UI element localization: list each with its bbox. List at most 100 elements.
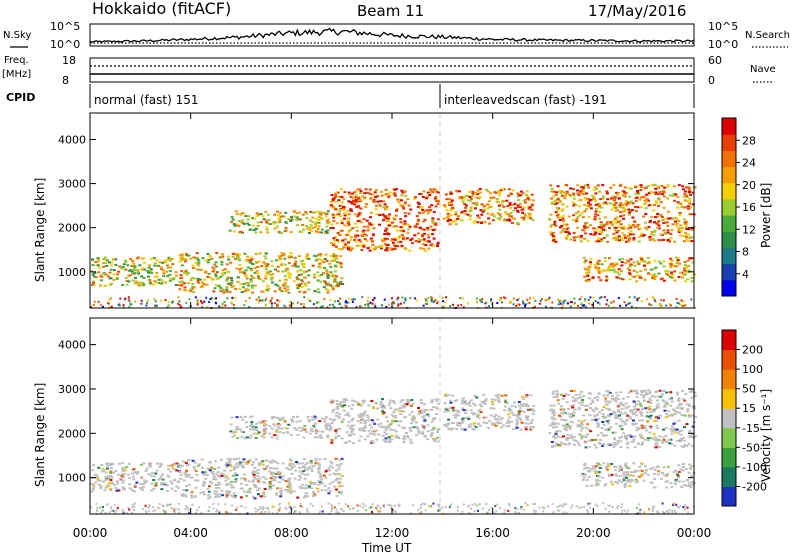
power-echo-field: [90, 183, 697, 310]
velocity-ytick-label: 2000: [58, 427, 86, 440]
power-colorbar-tick: 16: [742, 201, 756, 214]
xtick-label: 12:00: [375, 526, 410, 540]
beam-title: Beam 11: [357, 2, 424, 20]
noise-trace: [89, 27, 695, 44]
power-colorbar-tick: 4: [742, 268, 749, 281]
velocity-ytick-label: 4000: [58, 339, 86, 352]
velocity-near-range-echoes: [90, 502, 695, 516]
power-colorbar-swatch: [722, 182, 736, 200]
xtick-label: 16:00: [475, 526, 510, 540]
power-echo-band: [548, 183, 697, 243]
power-panel: 1000 2000 3000 4000 Slant Range [km]: [33, 112, 697, 310]
power-colorbar-swatch: [722, 166, 736, 184]
velocity-panel: 1000 2000 3000 4000 00:00 04:00 08:00 12:00 16:…: [33, 113, 711, 554]
power-colorbar-swatch: [722, 247, 736, 265]
nave-tick-bottom: 0: [708, 74, 715, 87]
noise-axis-bottom-left: 10^0: [50, 38, 80, 51]
nave-label: Nave: [750, 64, 776, 75]
cpid-strip: CPID normal (fast) 151 interleavedscan (…: [6, 84, 695, 108]
velocity-colorbar-tick: -200: [742, 480, 767, 493]
velocity-colorbar-swatch: [722, 349, 736, 370]
xtick-label: 20:00: [576, 526, 611, 540]
velocity-colorbar-swatch: [722, 388, 736, 409]
velocity-colorbar-swatch: [722, 330, 736, 351]
date-title: 17/May/2016: [588, 2, 686, 20]
power-colorbar-swatch: [722, 279, 736, 297]
velocity-echo-field: [90, 389, 697, 516]
power-echo-band: [442, 188, 535, 226]
xtick-label: 08:00: [274, 526, 309, 540]
velocity-colorbar-tick: 100: [742, 363, 763, 376]
nave-tick-top: 60: [708, 54, 722, 67]
power-echo-band: [178, 252, 344, 294]
power-colorbar-tick: 8: [742, 246, 749, 259]
xtick-label: 00:00: [73, 526, 108, 540]
xtick-label: 04:00: [173, 526, 208, 540]
power-colorbar-swatch: [722, 263, 736, 281]
power-colorbar-swatch: [722, 150, 736, 168]
velocity-echo-band: [229, 415, 332, 440]
velocity-y-ticks: 1000 2000 3000 4000: [58, 339, 694, 485]
power-echo-band: [329, 188, 440, 252]
velocity-echo-band: [178, 457, 345, 500]
power-echo-band: [228, 210, 331, 234]
velocity-colorbar-swatch: [722, 408, 736, 429]
xlabel: Time UT: [361, 541, 412, 554]
power-colorbar-swatch: [722, 198, 736, 216]
nsearch-label: N.Search: [745, 30, 790, 41]
power-y-ticks: 1000 2000 3000 4000: [58, 133, 694, 279]
velocity-colorbar-swatch: [722, 369, 736, 390]
noise-sky-line: [89, 27, 695, 43]
velocity-echo-band: [90, 462, 181, 493]
noise-axis-top-left: 10^5: [50, 20, 80, 33]
nsky-label: N.Sky: [3, 30, 31, 41]
power-colorbar-tick: 24: [742, 157, 756, 170]
noise-strip: N.Sky 10^5 10^0 10^5 10^0 N.Search: [3, 20, 790, 51]
velocity-colorbar-swatch: [722, 427, 736, 448]
power-near-range-echoes: [90, 296, 696, 310]
power-echo-band: [582, 256, 696, 283]
velocity-colorbar-tick: 15: [742, 402, 756, 415]
power-ylabel: Slant Range [km]: [33, 178, 47, 282]
x-ticks: 00:00 04:00 08:00 12:00 16:00 20:00 00:00: [73, 113, 711, 540]
velocity-echo-band: [329, 397, 440, 445]
station-title: Hokkaido (fitACF): [92, 0, 231, 18]
velocity-colorbar: 200 100 50 15 -15 -50 -100 -200 Velocity [m s⁻¹…: [721, 329, 773, 507]
power-ytick-label: 2000: [58, 222, 86, 235]
noise-axis-bottom-right: 10^0: [708, 38, 738, 51]
velocity-ytick-label: 3000: [58, 383, 86, 396]
velocity-colorbar-tick: -15: [742, 422, 760, 435]
power-colorbar-swatch: [722, 215, 736, 232]
power-colorbar-tick: 28: [742, 134, 756, 147]
freq-tick-bottom: 8: [62, 74, 69, 87]
freq-tick-top: 18: [62, 54, 76, 67]
velocity-ytick-label: 1000: [58, 472, 86, 485]
velocity-colorbar-tick: 50: [742, 383, 756, 396]
velocity-ylabel: Slant Range [km]: [33, 383, 47, 487]
freq-strip: Freq. [MHz] 18 8 60 0 Nave: [2, 54, 776, 87]
velocity-echo-band: [548, 389, 697, 449]
freq-label: Freq.: [4, 55, 29, 66]
power-ytick-label: 4000: [58, 133, 86, 146]
velocity-colorbar-tick: -50: [742, 441, 760, 454]
power-echo-band: [90, 256, 181, 287]
cpid-label: CPID: [6, 91, 35, 104]
power-colorbar-swatch: [722, 231, 736, 248]
velocity-colorbar-swatch: [722, 447, 736, 468]
power-colorbar: 4 8 12 16 20 24 28 Power [dB]: [721, 117, 773, 297]
power-colorbar-swatch: [722, 118, 736, 135]
cpid-segment-interleaved: interleavedscan (fast) -191: [444, 93, 607, 107]
velocity-echo-band: [580, 462, 696, 489]
velocity-colorbar-swatch: [722, 486, 736, 507]
power-colorbar-tick: 12: [742, 223, 756, 236]
velocity-colorbar-label: Velocity [m s⁻¹]: [759, 389, 773, 482]
power-ytick-label: 1000: [58, 266, 86, 279]
power-colorbar-swatch: [722, 134, 736, 151]
cpid-segment-normal: normal (fast) 151: [94, 93, 198, 107]
velocity-colorbar-tick: -100: [742, 461, 767, 474]
velocity-echo-band: [442, 393, 536, 431]
freq-unit-label: [MHz]: [2, 69, 31, 80]
power-colorbar-tick: 20: [742, 179, 756, 192]
noise-axis-top-right: 10^5: [708, 20, 738, 33]
